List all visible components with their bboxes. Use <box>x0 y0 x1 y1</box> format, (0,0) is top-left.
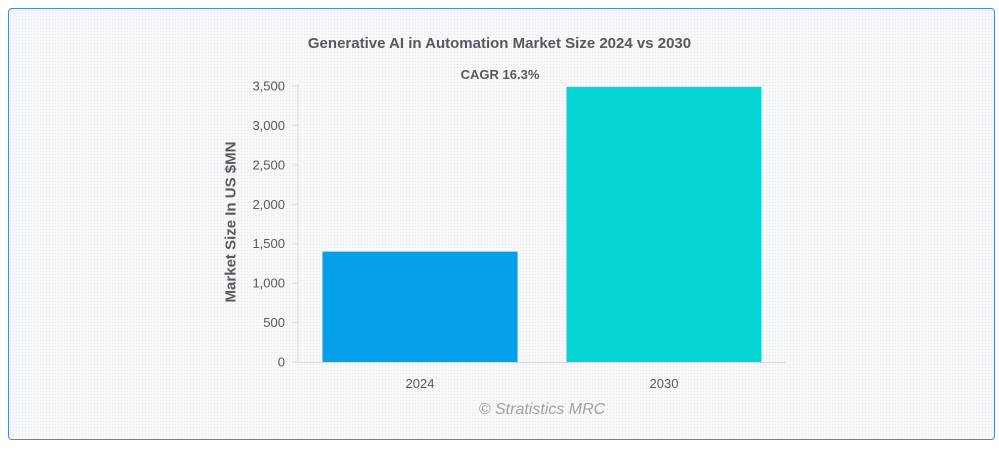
y-axis-ticks: 0 500 1,000 1,500 2,000 2,500 3,000 3,500 <box>252 79 298 370</box>
x-axis-labels: 2024 2030 <box>406 376 679 391</box>
y-tick-label: 1,500 <box>252 236 285 251</box>
y-tick-label: 1,000 <box>252 276 285 291</box>
chart-frame <box>8 8 995 440</box>
y-tick-label: 2,000 <box>252 197 285 212</box>
y-tick-label: 0 <box>278 355 285 370</box>
bars <box>322 86 762 362</box>
bar-2030[interactable] <box>566 86 762 362</box>
y-tick-label: 500 <box>263 315 285 330</box>
watermark: © Stratistics MRC <box>478 401 606 418</box>
y-tick-label: 3,000 <box>252 118 285 133</box>
y-tick-label: 3,500 <box>252 79 285 94</box>
bar-2024[interactable] <box>322 251 518 362</box>
x-tick-label: 2024 <box>406 376 435 391</box>
y-tick-label: 2,500 <box>252 157 285 172</box>
chart-title: Generative AI in Automation Market Size … <box>307 35 692 52</box>
x-tick-label: 2030 <box>650 376 679 391</box>
cagr-annotation: CAGR 16.3% <box>461 67 540 82</box>
